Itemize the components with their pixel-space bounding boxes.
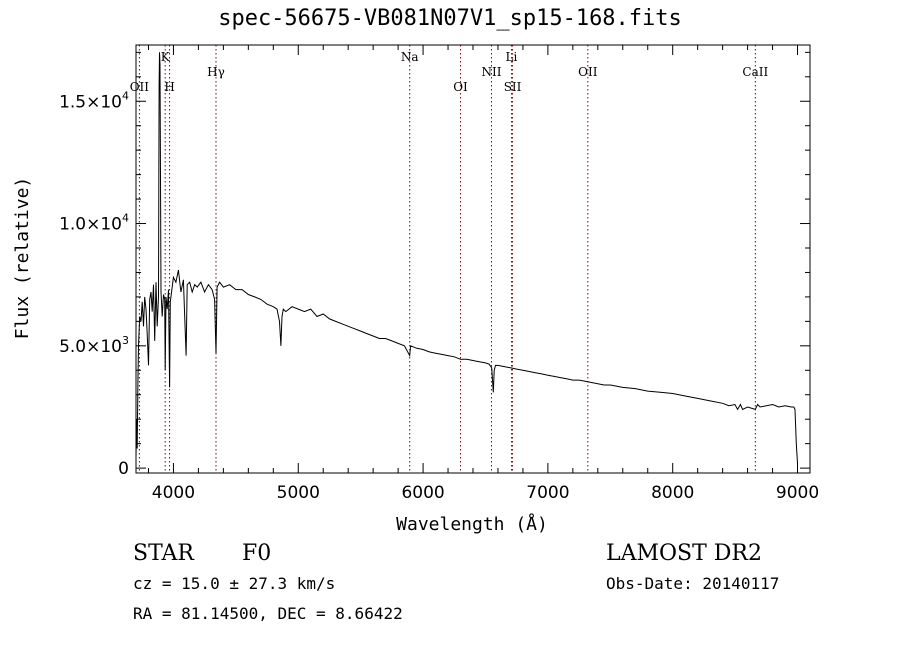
x-axis-label: Wavelength (Å) — [396, 513, 548, 535]
y-tick-label: 1.0×104 — [59, 212, 129, 235]
emission-line-markers: OII K H Hγ Na OI NII Li SII OII CaII — [130, 45, 768, 473]
axis-ticks: 4000 5000 6000 7000 8000 9000 0 5.0×103 1.0×104 1… — [59, 45, 819, 503]
x-tick-label: 7000 — [526, 483, 569, 503]
obs-date: Obs-Date: 20140117 — [606, 574, 780, 593]
plot-frame — [135, 44, 811, 474]
line-label: CaII — [742, 65, 768, 79]
line-label: OII — [130, 80, 150, 94]
spectrum-series — [135, 52, 798, 464]
line-label: NII — [481, 65, 501, 79]
object-type: STAR — [133, 541, 194, 566]
y-tick-label: 5.0×103 — [59, 334, 129, 357]
y-tick-label: 1.5×104 — [59, 89, 129, 112]
y-axis-label: Flux (relative) — [12, 177, 33, 340]
x-tick-label: 9000 — [776, 483, 819, 503]
x-tick-label: 5000 — [277, 483, 320, 503]
x-tick-label: 8000 — [651, 483, 694, 503]
ra-dec: RA = 81.14500, DEC = 8.66422 — [133, 604, 403, 623]
x-tick-label: 4000 — [152, 483, 195, 503]
line-label: K — [161, 50, 171, 64]
plot-axes — [135, 44, 811, 474]
line-label: Hγ — [207, 65, 225, 79]
spectrum-line — [135, 52, 798, 464]
survey-name: LAMOST DR2 — [606, 541, 762, 566]
x-tick-label: 6000 — [401, 483, 444, 503]
line-label: OII — [578, 65, 598, 79]
line-label: H — [164, 80, 174, 94]
line-label: OI — [453, 80, 468, 94]
line-label: SII — [504, 80, 522, 94]
line-label: Li — [506, 50, 518, 64]
spectral-subclass: F0 — [242, 541, 272, 566]
redshift-text: cz = 15.0 ± 27.3 km/s — [133, 574, 336, 593]
chart-title: spec-56675-VB081N07V1_sp15-168.fits — [218, 6, 682, 31]
y-tick-label: 0 — [118, 459, 129, 479]
line-label: Na — [401, 50, 419, 64]
